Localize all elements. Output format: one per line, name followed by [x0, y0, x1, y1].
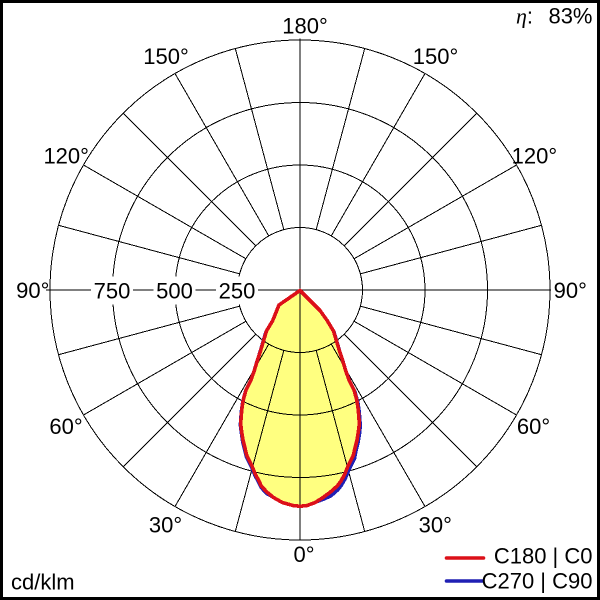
- svg-text:250: 250: [219, 279, 256, 304]
- svg-text:90°: 90°: [554, 278, 587, 303]
- svg-text:60°: 60°: [517, 414, 550, 439]
- svg-text:150°: 150°: [413, 44, 459, 69]
- svg-text:C180 | C0: C180 | C0: [494, 544, 593, 569]
- svg-text:83%: 83%: [548, 4, 592, 29]
- svg-text:C270 | C90: C270 | C90: [482, 569, 593, 594]
- svg-text:30°: 30°: [419, 513, 452, 538]
- svg-text:30°: 30°: [149, 513, 182, 538]
- svg-text:cd/klm: cd/klm: [11, 570, 75, 595]
- svg-text:η:: η:: [516, 4, 533, 29]
- svg-text:90°: 90°: [16, 278, 49, 303]
- svg-text:750: 750: [94, 279, 131, 304]
- svg-text:500: 500: [156, 279, 193, 304]
- svg-text:120°: 120°: [512, 144, 558, 169]
- svg-text:120°: 120°: [43, 144, 89, 169]
- svg-text:60°: 60°: [49, 414, 82, 439]
- svg-text:150°: 150°: [143, 44, 189, 69]
- svg-text:180°: 180°: [282, 14, 328, 39]
- svg-text:0°: 0°: [293, 542, 314, 567]
